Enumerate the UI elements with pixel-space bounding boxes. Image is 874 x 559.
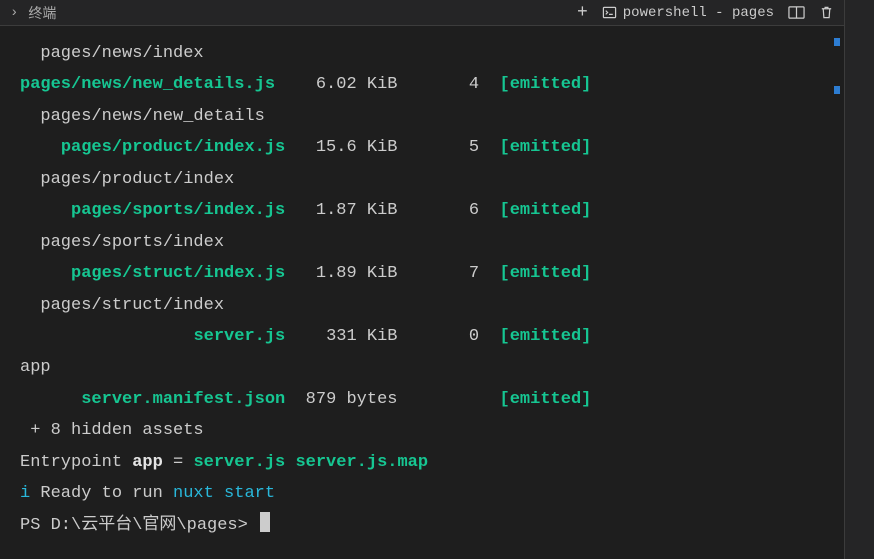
asset-size: 1.87 KiB [306, 201, 398, 220]
prompt: PS D:\云平台\官网\pages> [20, 516, 258, 535]
asset-index: 4 [428, 75, 479, 94]
entrypoint-label: Entrypoint [20, 453, 132, 472]
output-line: pages/news/new_details [20, 101, 834, 132]
output-line: pages/sports/index.js 1.87 KiB 6 [emitte… [20, 195, 834, 226]
chunk-name: pages/news/new_details [20, 107, 265, 126]
pad [20, 390, 81, 409]
asset-status: [emitted] [500, 264, 592, 283]
pad [285, 264, 305, 283]
info-icon: i [20, 484, 30, 503]
asset-file: pages/sports/index.js [71, 201, 285, 220]
terminal-icon [602, 5, 617, 20]
output-line: server.js 331 KiB 0 [emitted] [20, 321, 834, 352]
pad [398, 201, 429, 220]
asset-index: 5 [428, 138, 479, 157]
pad [479, 327, 499, 346]
asset-index [428, 390, 479, 409]
asset-file: pages/news/new_details.js [20, 75, 275, 94]
chunk-name: app [20, 358, 51, 377]
terminal-output[interactable]: pages/news/index pages/news/new_details.j… [0, 26, 844, 559]
chunk-name: pages/product/index [20, 170, 234, 189]
asset-file: server.manifest.json [81, 390, 285, 409]
output-line: pages/struct/index [20, 290, 834, 321]
chunk-name: pages/news/index [20, 44, 204, 63]
asset-status: [emitted] [500, 138, 592, 157]
asset-index: 7 [428, 264, 479, 283]
ready-cmd: nuxt start [173, 484, 275, 503]
output-line: pages/sports/index [20, 227, 834, 258]
pad [20, 138, 61, 157]
prompt-line[interactable]: PS D:\云平台\官网\pages> [20, 510, 834, 541]
terminal-titlebar: › 终端 + powershell - pages [0, 0, 844, 26]
pad [479, 138, 499, 157]
pad [479, 264, 499, 283]
output-line: pages/product/index [20, 164, 834, 195]
ready-line: i Ready to run nuxt start [20, 478, 834, 509]
pad [285, 201, 305, 220]
terminal-tab-label: powershell - pages [623, 5, 774, 21]
asset-size: 879 bytes [306, 390, 398, 409]
output-line: + 8 hidden assets [20, 415, 834, 446]
chunk-name: pages/sports/index [20, 233, 224, 252]
asset-status: [emitted] [500, 75, 592, 94]
pad [285, 138, 305, 157]
asset-size: 1.89 KiB [306, 264, 398, 283]
editor-side-strip [844, 0, 874, 559]
pad [285, 327, 305, 346]
output-line: pages/news/new_details.js 6.02 KiB 4 [em… [20, 69, 834, 100]
entrypoint-app: app [132, 453, 163, 472]
scrollbar-marks [834, 38, 840, 94]
chunk-name: pages/struct/index [20, 296, 224, 315]
output-line: pages/news/index [20, 38, 834, 69]
asset-size: 15.6 KiB [306, 138, 398, 157]
asset-file: server.js [193, 327, 285, 346]
chevron-right-icon[interactable]: › [10, 5, 18, 21]
cursor [260, 512, 270, 532]
asset-index: 0 [428, 327, 479, 346]
pad [275, 75, 306, 94]
asset-size: 6.02 KiB [306, 75, 398, 94]
pad [479, 75, 499, 94]
pad [397, 138, 428, 157]
pad [20, 264, 71, 283]
asset-status: [emitted] [500, 327, 592, 346]
pad [397, 75, 428, 94]
plus-icon[interactable]: + [577, 3, 588, 23]
scroll-mark [834, 86, 840, 94]
pad [398, 390, 429, 409]
terminal-tab[interactable]: powershell - pages [602, 5, 774, 21]
output-line: pages/product/index.js 15.6 KiB 5 [emitt… [20, 132, 834, 163]
titlebar-right: + powershell - pages [577, 3, 834, 23]
asset-size: 331 KiB [306, 327, 398, 346]
entrypoint-files: server.js server.js.map [193, 453, 428, 472]
output-line: app [20, 352, 834, 383]
asset-status: [emitted] [500, 201, 592, 220]
asset-index: 6 [428, 201, 479, 220]
pad [479, 201, 499, 220]
ready-text: Ready to run [30, 484, 173, 503]
panel-title[interactable]: 终端 [28, 3, 56, 23]
eq: = [163, 453, 194, 472]
chunk-name: + 8 hidden assets [20, 421, 204, 440]
pad [20, 201, 71, 220]
trash-icon[interactable] [819, 5, 834, 20]
pad [20, 327, 193, 346]
asset-file: pages/struct/index.js [71, 264, 285, 283]
asset-file: pages/product/index.js [61, 138, 285, 157]
output-line: pages/struct/index.js 1.89 KiB 7 [emitte… [20, 258, 834, 289]
entrypoint-line: Entrypoint app = server.js server.js.map [20, 447, 834, 478]
pad [398, 264, 429, 283]
terminal-panel: › 终端 + powershell - pages pages/news/ind… [0, 0, 844, 559]
pad [398, 327, 429, 346]
split-panel-icon[interactable] [788, 5, 805, 20]
output-line: server.manifest.json 879 bytes [emitted] [20, 384, 834, 415]
pad [479, 390, 499, 409]
pad [285, 390, 305, 409]
asset-status: [emitted] [500, 390, 592, 409]
titlebar-left: › 终端 [10, 3, 56, 23]
scroll-mark [834, 38, 840, 46]
